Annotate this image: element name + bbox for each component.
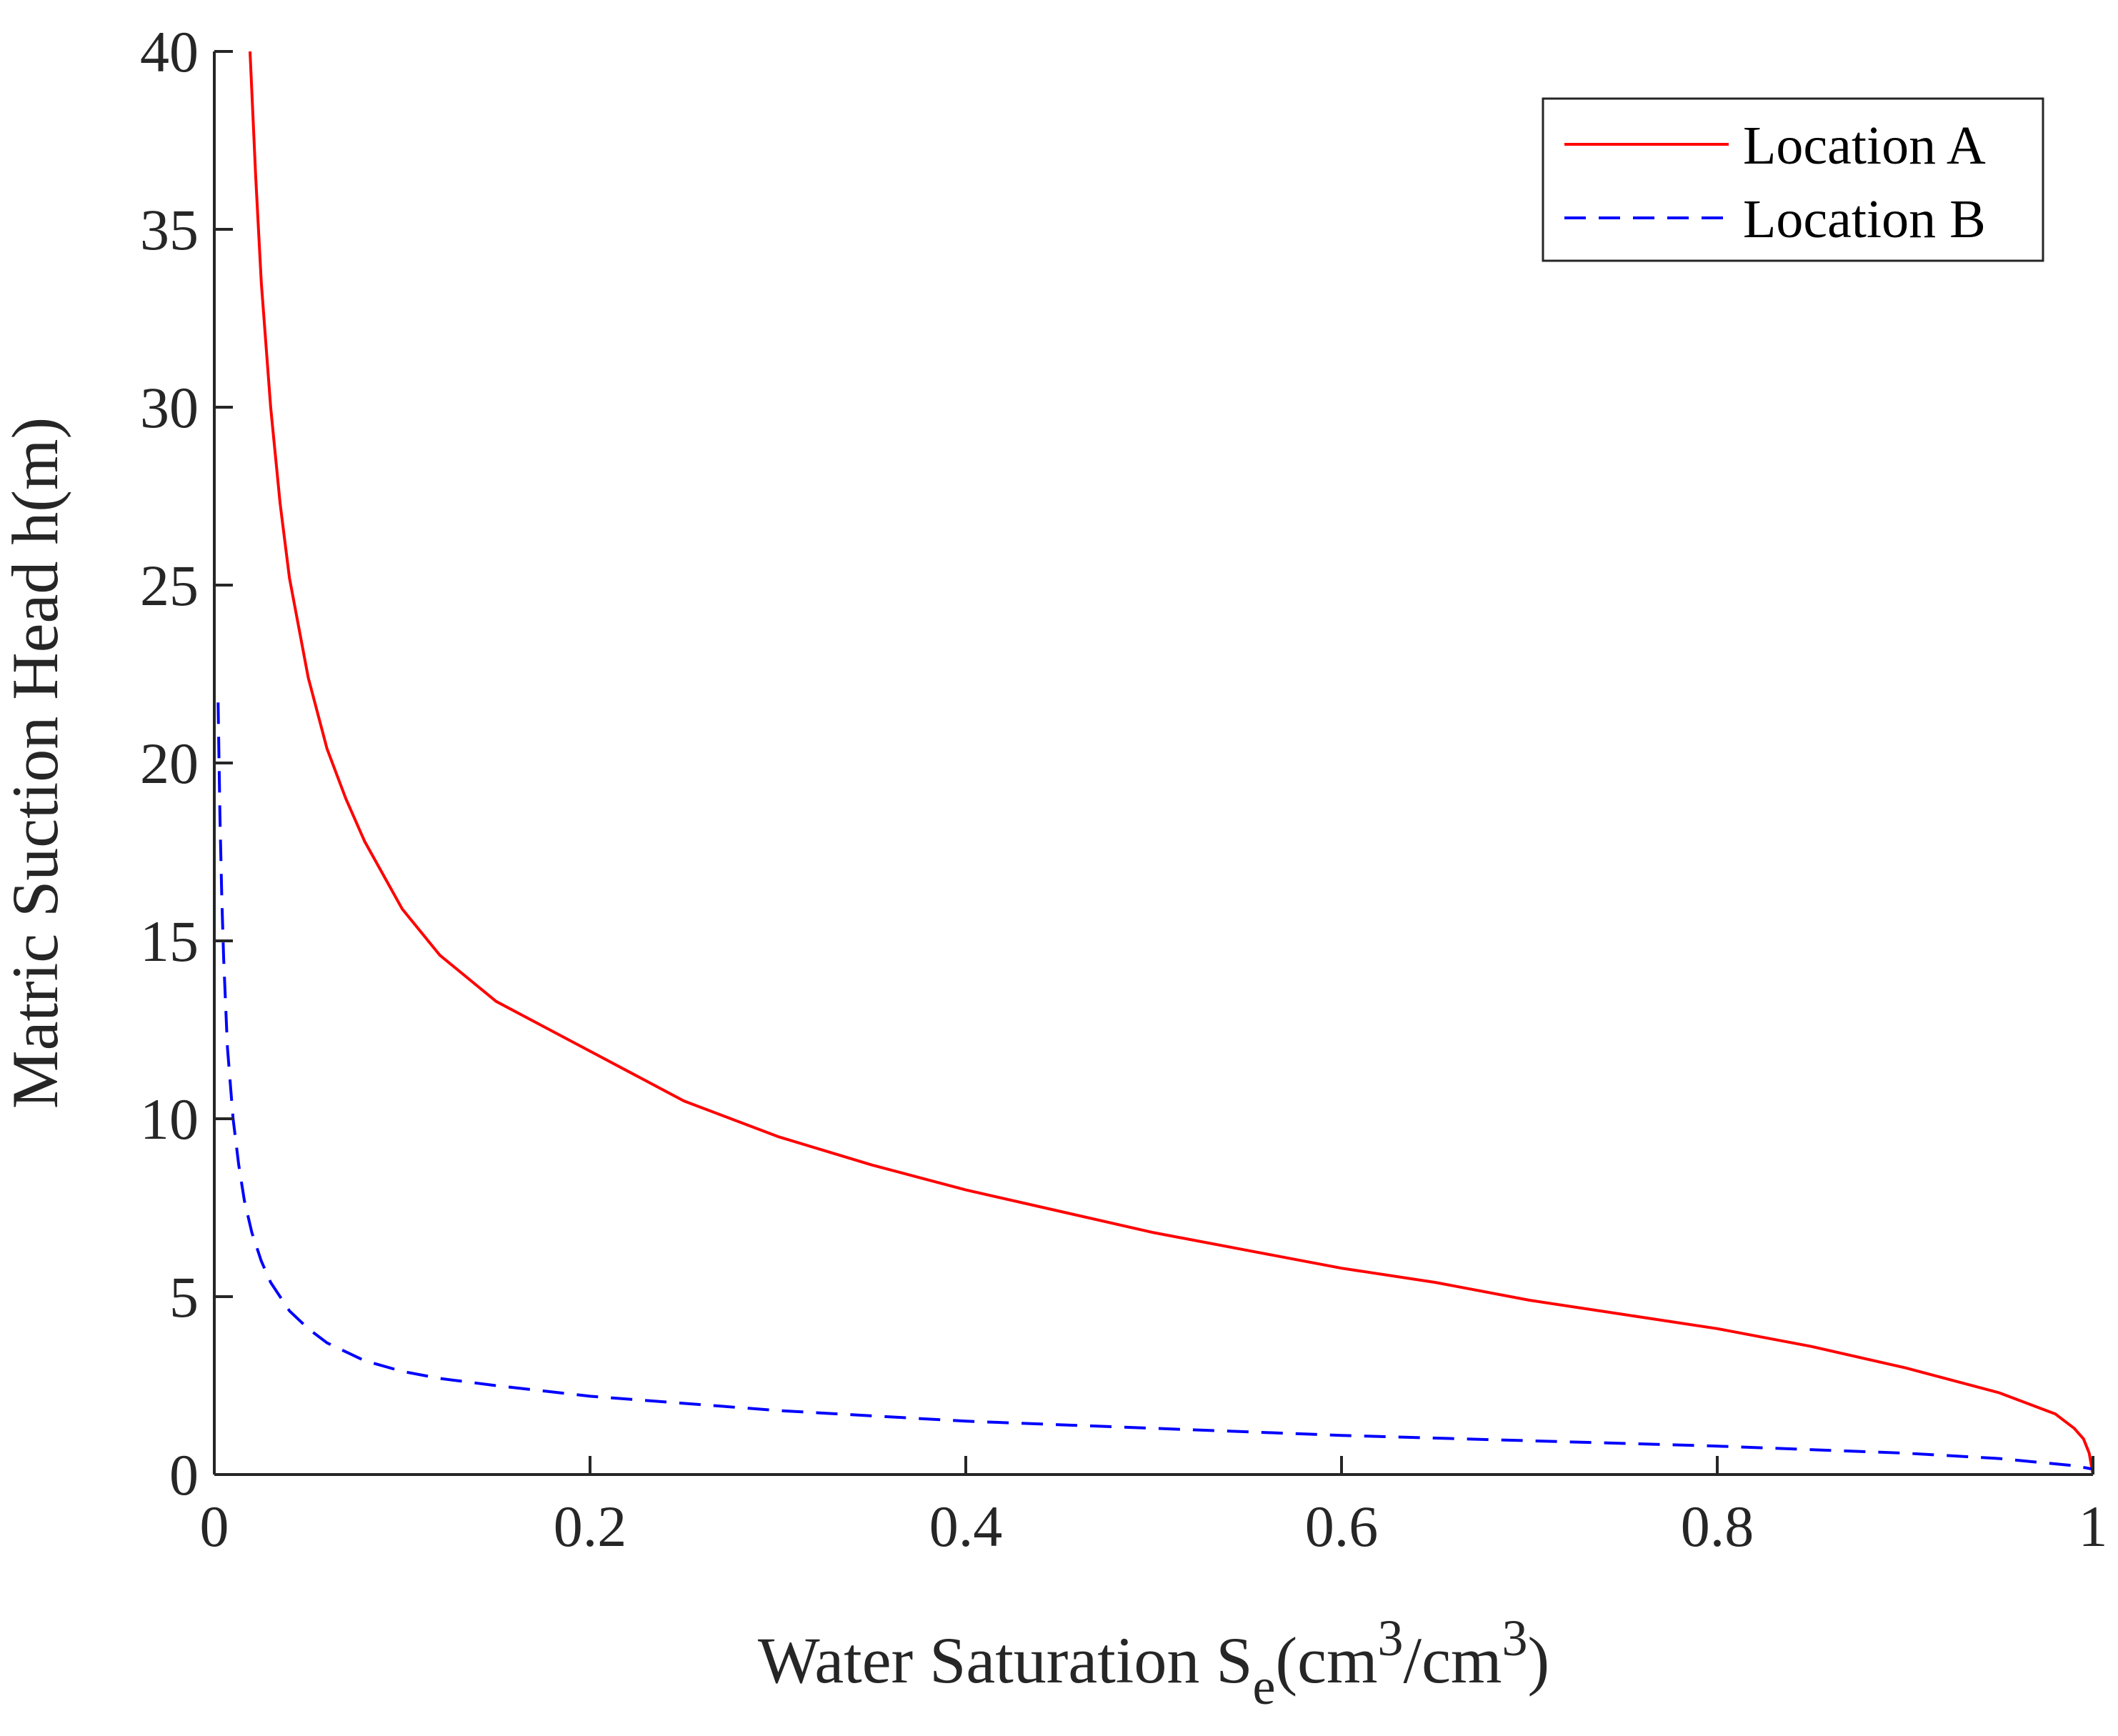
y-tick-label: 40 [140,19,199,84]
y-tick-label: 35 [140,197,199,262]
x-tick-label: 0.6 [1305,1494,1379,1559]
x-axis-title-superscript-2: 3 [1502,1610,1527,1667]
series-line-location-b [216,702,2094,1471]
y-tick-label: 15 [140,909,199,974]
y-axis-title: Matric Suction Head h(m) [0,417,71,1109]
y-tick-label: 0 [169,1442,199,1507]
legend: Location A Location B [1542,97,2044,262]
x-tick-label: 0.2 [554,1494,627,1559]
x-axis-title: Water Saturation Se(cm3/cm3) [758,1610,1549,1715]
y-tick-label: 5 [169,1264,199,1330]
x-axis-title-superscript-1: 3 [1378,1610,1404,1667]
x-tick-label: 0.8 [1681,1494,1754,1559]
y-tick-label: 25 [140,553,199,618]
x-tick-label: 0 [200,1494,229,1559]
legend-label-location-a: Location A [1743,116,1986,176]
y-tick-label: 30 [140,375,199,440]
x-ticks: 0 0.2 0.4 0.6 0.8 1 [200,1456,2108,1559]
x-axis-title-unit-close: ) [1527,1624,1549,1697]
y-tick-label: 20 [140,731,199,796]
y-ticks: 0 5 10 15 20 25 30 35 40 [140,19,233,1507]
series-line-location-a [249,51,2094,1475]
legend-label-location-b: Location B [1743,189,1986,249]
y-tick-label: 10 [140,1087,199,1152]
x-axis-title-unit-mid: /cm [1404,1624,1502,1697]
x-axis-title-unit-open: (cm [1275,1624,1377,1697]
x-tick-label: 0.4 [929,1494,1003,1559]
curves [216,51,2094,1475]
x-axis-title-subscript: e [1253,1658,1276,1715]
legend-box [1542,97,2044,262]
x-tick-label: 1 [2079,1494,2108,1559]
x-axis-title-main: Water Saturation S [758,1624,1253,1697]
